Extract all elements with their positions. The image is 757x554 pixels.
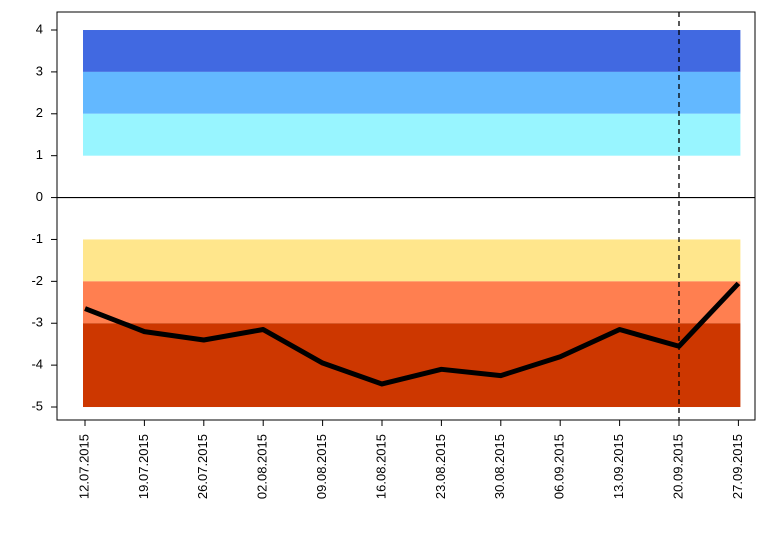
x-tick-label: 20.09.2015 — [670, 434, 685, 499]
y-tick-label: -2 — [31, 273, 43, 288]
x-tick-label: 06.09.2015 — [552, 434, 567, 499]
data-line — [84, 281, 741, 387]
x-tick-label: 26.07.2015 — [195, 434, 210, 499]
band — [83, 281, 741, 324]
band — [83, 113, 741, 156]
band — [83, 71, 741, 114]
x-tick-label: 09.08.2015 — [314, 434, 329, 499]
y-tick-label: 4 — [36, 21, 43, 36]
x-tick-label: 23.08.2015 — [433, 434, 448, 499]
x-tick-label: 13.09.2015 — [611, 434, 626, 499]
y-tick-label: -3 — [31, 315, 43, 330]
x-tick-label: 16.08.2015 — [373, 434, 388, 499]
x-tick-label: 19.07.2015 — [136, 434, 151, 499]
y-tick-label: -4 — [31, 357, 43, 372]
x-tick-label: 30.08.2015 — [492, 434, 507, 499]
plot-frame — [56, 11, 756, 421]
x-tick-label: 12.07.2015 — [76, 434, 91, 499]
y-tick-label: -5 — [31, 398, 43, 413]
band — [83, 30, 741, 72]
x-tick-label: 02.08.2015 — [255, 434, 270, 499]
y-tick-label: 0 — [36, 189, 43, 204]
band — [83, 239, 741, 282]
y-tick-label: 1 — [36, 147, 43, 162]
y-tick-label: 2 — [36, 105, 43, 120]
y-tick-label: 3 — [36, 63, 43, 78]
x-tick-label: 27.09.2015 — [730, 434, 745, 499]
y-tick-label: -1 — [31, 231, 43, 246]
